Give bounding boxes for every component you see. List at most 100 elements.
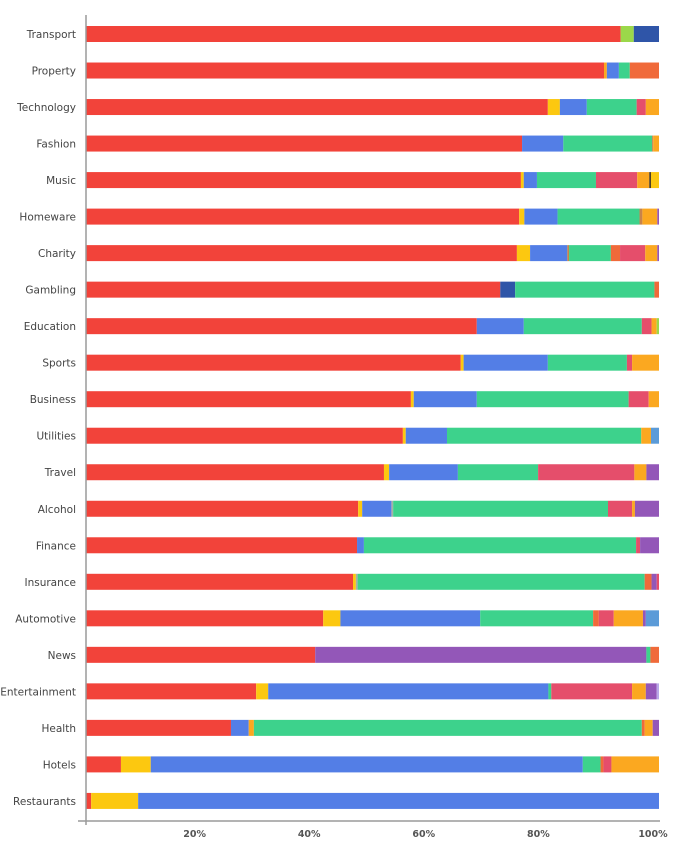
bar-segment-health-3 <box>253 719 642 736</box>
bar-segment-travel-0 <box>86 464 384 481</box>
bar-segment-insurance-0 <box>86 573 354 590</box>
bar-entertainment <box>86 683 659 700</box>
category-label-gambling: Gambling <box>25 285 76 297</box>
bar-segment-education-5 <box>656 318 659 335</box>
bar-segment-news-1 <box>315 646 647 663</box>
bar-homeware <box>86 208 659 225</box>
bar-segment-sports-4 <box>626 354 633 371</box>
category-label-news: News <box>48 650 76 662</box>
bar-segment-business-1 <box>410 391 414 408</box>
bar-business <box>86 391 659 408</box>
bar-segment-entertainment-4 <box>551 683 633 700</box>
bar-segment-news-0 <box>86 646 316 663</box>
bar-health <box>86 719 659 736</box>
bar-segment-entertainment-6 <box>645 683 657 700</box>
bar-segment-homeware-0 <box>86 208 520 225</box>
category-label-alcohol: Alcohol <box>38 504 76 516</box>
bar-segment-education-4 <box>651 318 657 335</box>
bar-segment-automotive-4 <box>593 610 599 627</box>
bar-segment-travel-6 <box>646 464 659 481</box>
category-label-homeware: Homeware <box>19 212 76 224</box>
bar-segment-health-0 <box>86 719 231 736</box>
bar-segment-transport-0 <box>86 26 621 42</box>
bar-segment-hotels-5 <box>603 756 612 773</box>
bar-segment-utilities-5 <box>650 427 659 444</box>
bar-automotive <box>86 610 659 627</box>
bar-segment-transport-2 <box>633 26 659 42</box>
bar-transport <box>86 26 659 42</box>
bar-segment-alcohol-1 <box>358 500 363 517</box>
bar-segment-business-3 <box>476 391 629 408</box>
bar-segment-travel-1 <box>383 464 390 481</box>
bar-segment-automotive-2 <box>340 610 481 627</box>
category-label-utilities: Utilities <box>36 431 76 443</box>
category-label-fashion: Fashion <box>36 139 76 151</box>
category-label-education: Education <box>24 321 76 333</box>
bar-segment-insurance-6 <box>656 573 659 590</box>
bar-segment-fashion-1 <box>522 135 564 152</box>
bar-news <box>86 646 659 663</box>
category-labels: Transport Property Technology Fashion Music H… <box>0 29 76 808</box>
bar-segment-technology-5 <box>645 99 659 116</box>
x-tick-label-60: 60% <box>412 829 435 840</box>
bar-segment-charity-3 <box>567 245 570 262</box>
category-label-business: Business <box>30 394 76 406</box>
bar-segment-entertainment-7 <box>656 683 659 700</box>
bar-segment-restaurants-2 <box>138 792 659 809</box>
bar-segment-insurance-3 <box>357 573 645 590</box>
bar-segment-business-5 <box>648 391 659 408</box>
bar-segment-education-3 <box>641 318 652 335</box>
bar-segment-sports-5 <box>632 354 659 371</box>
bar-segment-sports-0 <box>86 354 461 371</box>
bar-segment-business-2 <box>413 391 477 408</box>
bar-segment-restaurants-0 <box>86 792 92 809</box>
bar-segment-homeware-6 <box>657 208 659 225</box>
bar-segment-homeware-5 <box>642 208 658 225</box>
bar-segment-health-1 <box>230 719 249 736</box>
bar-segment-charity-5 <box>610 245 621 262</box>
bar-segment-gambling-1 <box>500 281 516 298</box>
bar-segment-sports-3 <box>547 354 627 371</box>
category-label-sports: Sports <box>42 358 76 370</box>
bar-segment-homeware-1 <box>519 208 525 225</box>
bar-segment-alcohol-0 <box>86 500 359 517</box>
bar-segment-homeware-4 <box>639 208 643 225</box>
bar-segment-hotels-6 <box>611 756 659 773</box>
category-label-hotels: Hotels <box>43 759 76 771</box>
bar-segment-automotive-3 <box>480 610 594 627</box>
bar-technology <box>86 99 659 116</box>
category-label-transport: Transport <box>26 29 76 41</box>
bar-sports <box>86 354 659 371</box>
bar-segment-automotive-0 <box>86 610 324 627</box>
bar-segment-hotels-0 <box>86 756 121 773</box>
x-tick-label-100: 100% <box>638 829 668 840</box>
bar-segment-health-2 <box>248 719 254 736</box>
bar-segment-alcohol-3 <box>391 500 394 517</box>
bar-segment-charity-1 <box>516 245 531 262</box>
x-tick-label-40: 40% <box>298 829 321 840</box>
bar-segment-insurance-2 <box>355 573 358 590</box>
bar-segment-utilities-2 <box>405 427 447 444</box>
bar-segment-property-0 <box>86 62 604 79</box>
bar-segment-insurance-4 <box>644 573 652 590</box>
bar-segment-travel-2 <box>389 464 458 481</box>
category-label-restaurants: Restaurants <box>13 796 76 808</box>
bar-segment-fashion-4 <box>653 135 659 152</box>
bar-segment-automotive-8 <box>645 610 659 627</box>
bar-segment-finance-2 <box>363 537 637 554</box>
x-tick-label-80: 80% <box>527 829 550 840</box>
bar-segment-alcohol-7 <box>634 500 659 517</box>
bar-segment-alcohol-6 <box>632 500 635 517</box>
bar-segment-hotels-3 <box>582 756 601 773</box>
bar-segment-music-3 <box>536 172 596 189</box>
bar-segment-business-0 <box>86 391 411 408</box>
bar-segment-travel-4 <box>538 464 635 481</box>
bar-gambling <box>86 281 659 298</box>
bar-travel <box>86 464 659 481</box>
bar-segment-insurance-5 <box>651 573 657 590</box>
bar-segment-alcohol-4 <box>393 500 608 517</box>
category-label-automotive: Automotive <box>15 613 76 625</box>
bar-segment-finance-4 <box>640 537 659 554</box>
bar-fashion <box>86 135 659 152</box>
